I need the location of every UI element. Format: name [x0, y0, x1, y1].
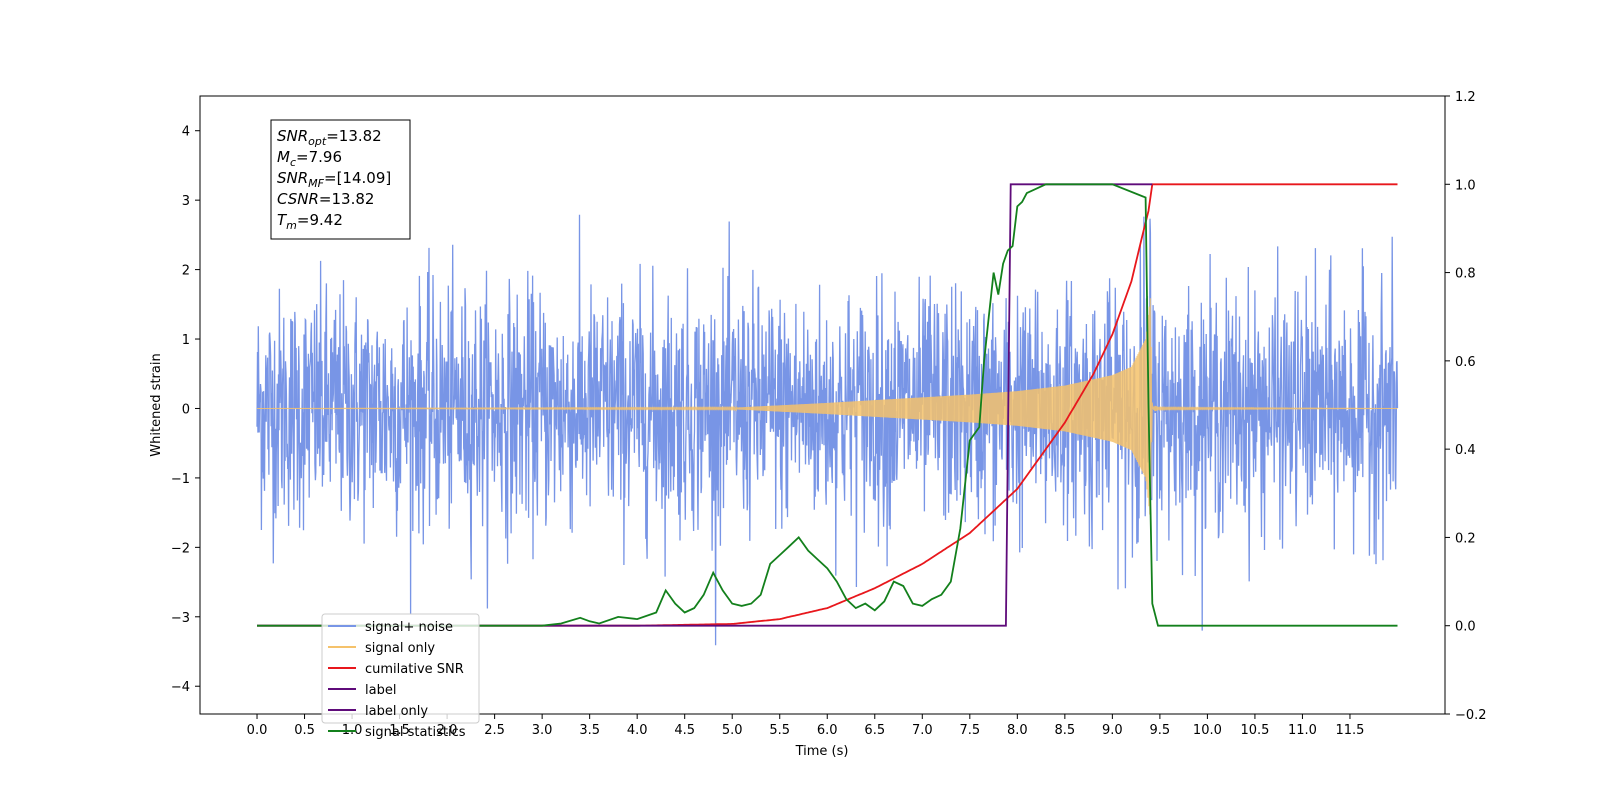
x-tick-label: 8.5: [1055, 723, 1076, 738]
annotation-box: SNRopt=13.82Mc=7.96SNRMF=[14.09]CSNR=13.…: [270, 119, 411, 240]
x-tick-label: 1.5: [389, 723, 410, 738]
legend: signal+ noise signal only cumilative SNR la…: [321, 613, 480, 740]
y-right-tick-label: 0.6: [1455, 355, 1476, 370]
x-tick-label: 5.5: [769, 723, 790, 738]
x-tick-label: 5.0: [722, 723, 743, 738]
legend-entry: signal+ noise: [365, 620, 453, 635]
x-tick-label: 0.0: [247, 723, 268, 738]
x-tick-label: 10.5: [1240, 723, 1269, 738]
series-signal-only: [257, 298, 1398, 515]
y-left-tick-label: −1: [171, 472, 190, 487]
x-tick-label: 11.0: [1288, 723, 1317, 738]
y-right-tick-label: 1.2: [1455, 90, 1476, 105]
y-right-tick-label: 0.2: [1455, 531, 1476, 546]
annotation-line: Tm=9.42: [277, 211, 343, 232]
legend-entry: cumilative SNR: [365, 662, 464, 677]
x-tick-label: 11.5: [1335, 723, 1364, 738]
annotation-line: SNRMF=[14.09]: [277, 169, 391, 190]
y-axis-left: −4 −3 −2 −1 0 1 2 3 4: [171, 125, 200, 695]
x-tick-label: 6.5: [864, 723, 885, 738]
x-tick-label: 9.5: [1150, 723, 1171, 738]
x-axis-label: Time (s): [795, 744, 849, 759]
x-tick-label: 4.0: [627, 723, 648, 738]
legend-entry: signal only: [365, 641, 435, 656]
y-right-tick-label: 0.8: [1455, 267, 1476, 282]
series-signal-noise: [256, 214, 1399, 646]
x-tick-label: 2.5: [484, 723, 505, 738]
legend-entry: label: [365, 683, 396, 698]
x-tick-label: 6.0: [817, 723, 838, 738]
x-tick-label: 9.0: [1102, 723, 1123, 738]
x-tick-label: 3.5: [579, 723, 600, 738]
plot-frame: [199, 95, 1446, 715]
y-left-tick-label: −3: [171, 611, 190, 626]
x-tick-label: 8.0: [1007, 723, 1028, 738]
y-right-tick-label: 0.0: [1455, 620, 1476, 635]
y-left-tick-label: 3: [182, 194, 190, 209]
x-tick-label: 7.0: [912, 723, 933, 738]
annotation-frame: [270, 119, 411, 240]
y-left-tick-label: 0: [182, 402, 190, 417]
x-tick-label: 0.5: [294, 723, 315, 738]
y-left-tick-label: 1: [182, 333, 190, 348]
y-axis-right: −0.2 0.0 0.2 0.4 0.6 0.8 1.0 1.2: [1445, 90, 1487, 723]
y-left-tick-label: −2: [171, 541, 190, 556]
y-right-tick-label: 0.4: [1455, 443, 1476, 458]
y-axis-left-label: Whitened strain: [149, 353, 164, 456]
x-tick-label: 10.0: [1193, 723, 1222, 738]
y-left-tick-label: −4: [171, 680, 190, 695]
x-tick-label: 7.5: [959, 723, 980, 738]
x-tick-label: 2.0: [437, 723, 458, 738]
series-signal-statistics: [257, 183, 1398, 627]
y-left-tick-label: 2: [182, 264, 190, 279]
x-tick-label: 4.5: [674, 723, 695, 738]
legend-entry: label only: [365, 704, 428, 719]
annotation-line: SNRopt=13.82: [277, 127, 382, 148]
x-axis: 0.0 0.5 1.0 1.5 2.0 2.5 3.0 3.5 4.0 4.5 5.0 5.5 6.0 6…: [247, 714, 1364, 738]
y-left-tick-label: 4: [182, 125, 190, 140]
legend-frame: [321, 613, 480, 724]
y-right-tick-label: 1.0: [1455, 178, 1476, 193]
y-right-tick-label: −0.2: [1455, 708, 1487, 723]
series-layer: [256, 183, 1399, 646]
legend-entry: signal statistics: [365, 725, 466, 740]
annotation-line: Mc=7.96: [277, 148, 342, 169]
x-tick-label: 3.0: [532, 723, 553, 738]
annotation-line: CSNR=13.82: [277, 190, 374, 208]
